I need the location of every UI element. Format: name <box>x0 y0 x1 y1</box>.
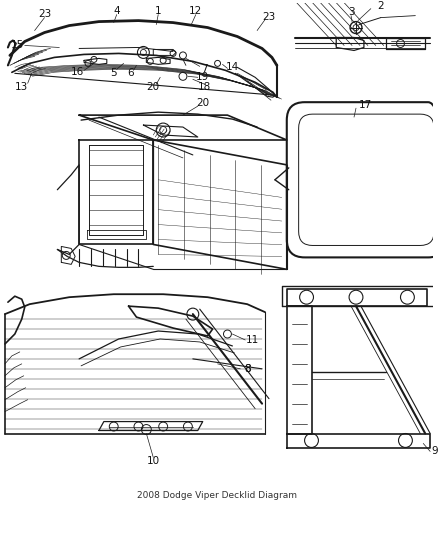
Text: 15: 15 <box>11 41 25 51</box>
Text: 11: 11 <box>246 335 259 345</box>
Text: 20: 20 <box>147 82 160 92</box>
Text: 2008 Dodge Viper Decklid Diagram: 2008 Dodge Viper Decklid Diagram <box>137 491 297 500</box>
Text: 16: 16 <box>71 67 84 77</box>
Text: 5: 5 <box>110 68 117 78</box>
Text: 17: 17 <box>359 100 372 110</box>
Text: 13: 13 <box>15 82 28 92</box>
Text: 23: 23 <box>262 12 276 22</box>
Text: 14: 14 <box>226 62 239 72</box>
Text: 3: 3 <box>348 6 354 17</box>
Text: 6: 6 <box>127 68 134 78</box>
Text: 10: 10 <box>147 456 160 466</box>
Text: 8: 8 <box>244 364 251 374</box>
Text: 4: 4 <box>113 6 120 15</box>
Text: 20: 20 <box>196 98 209 108</box>
Text: 18: 18 <box>198 82 211 92</box>
Text: 1: 1 <box>155 6 162 15</box>
Text: 23: 23 <box>38 9 51 19</box>
Text: 2: 2 <box>378 1 384 11</box>
Text: 19: 19 <box>196 72 209 82</box>
Text: 12: 12 <box>189 6 202 15</box>
Text: 8: 8 <box>244 364 251 374</box>
Text: 9: 9 <box>432 447 438 456</box>
Text: 7: 7 <box>201 64 208 74</box>
